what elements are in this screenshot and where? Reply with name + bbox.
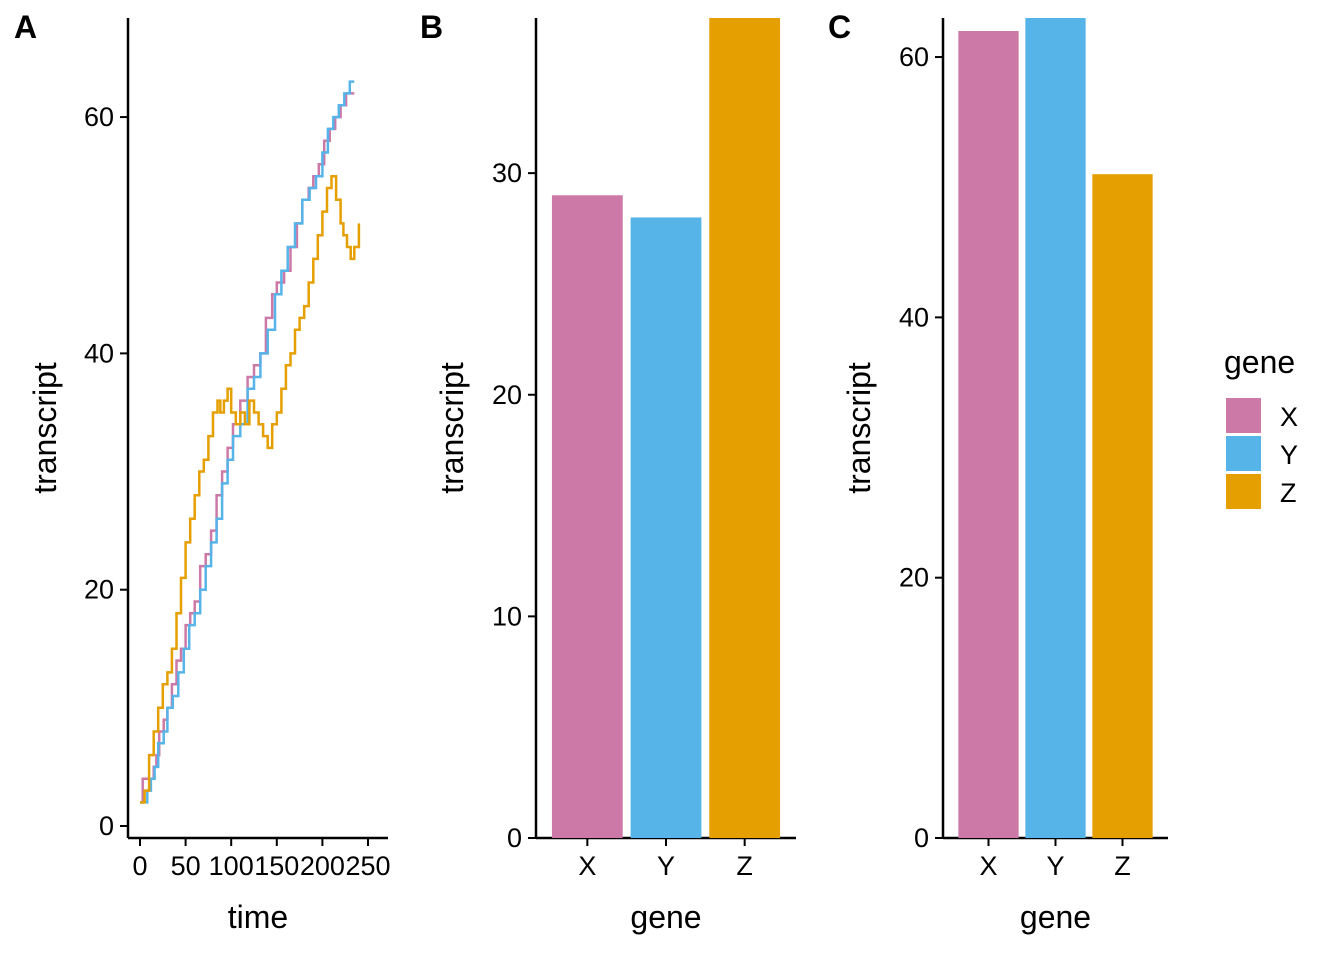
y-axis-title: transcript: [27, 362, 63, 494]
panel-a: A 0 20 40 60 0 50 100 150 200 250 time transcript: [14, 9, 391, 935]
x-tick-label: X: [578, 851, 596, 881]
x-tick-label: 50: [171, 851, 201, 881]
y-tick-label: 0: [507, 823, 522, 853]
bar-y: [630, 217, 702, 838]
bar-x: [551, 195, 623, 838]
legend-label: Z: [1280, 478, 1297, 508]
legend-title: gene: [1224, 344, 1295, 380]
x-tick-label: Y: [1046, 851, 1064, 881]
panel-tag: C: [828, 9, 851, 45]
panel-tag: A: [14, 9, 37, 45]
legend-label: Y: [1280, 440, 1298, 470]
bar-x: [958, 31, 1019, 839]
x-tick-label: 0: [132, 851, 147, 881]
bar-z: [1092, 174, 1153, 838]
x-tick-label: 100: [209, 851, 254, 881]
y-tick-label: 0: [914, 823, 929, 853]
y-tick-label: 40: [84, 338, 114, 368]
y-tick-label: 0: [99, 811, 114, 841]
x-axis-title: time: [228, 899, 288, 935]
x-tick-label: X: [979, 851, 997, 881]
series-line-z: [140, 174, 361, 804]
y-tick-label: 60: [899, 42, 929, 72]
legend-key-y: [1226, 436, 1261, 471]
x-axis-title: gene: [1020, 899, 1091, 935]
y-axis-title: transcript: [434, 362, 470, 494]
legend-key-z: [1226, 474, 1261, 509]
legend-key-x: [1226, 398, 1261, 433]
bar-z: [709, 18, 781, 838]
legend-label: X: [1280, 402, 1298, 432]
x-tick-label: 250: [345, 851, 390, 881]
y-tick-label: 10: [492, 601, 522, 631]
y-tick-label: 20: [492, 380, 522, 410]
x-tick-label: Y: [657, 851, 675, 881]
y-tick-label: 20: [899, 563, 929, 593]
x-tick-label: 200: [300, 851, 345, 881]
y-tick-label: 40: [899, 302, 929, 332]
y-tick-label: 20: [84, 575, 114, 605]
x-tick-label: Z: [1114, 851, 1131, 881]
bar-y: [1025, 18, 1086, 838]
y-tick-label: 30: [492, 158, 522, 188]
x-tick-label: 150: [254, 851, 299, 881]
legend: gene XYZ: [1224, 344, 1298, 509]
y-tick-label: 60: [84, 102, 114, 132]
x-axis-title: gene: [630, 899, 701, 935]
panel-tag: B: [420, 9, 443, 45]
y-axis-title: transcript: [841, 362, 877, 494]
series-line-y: [140, 80, 355, 804]
x-tick-label: Z: [736, 851, 753, 881]
